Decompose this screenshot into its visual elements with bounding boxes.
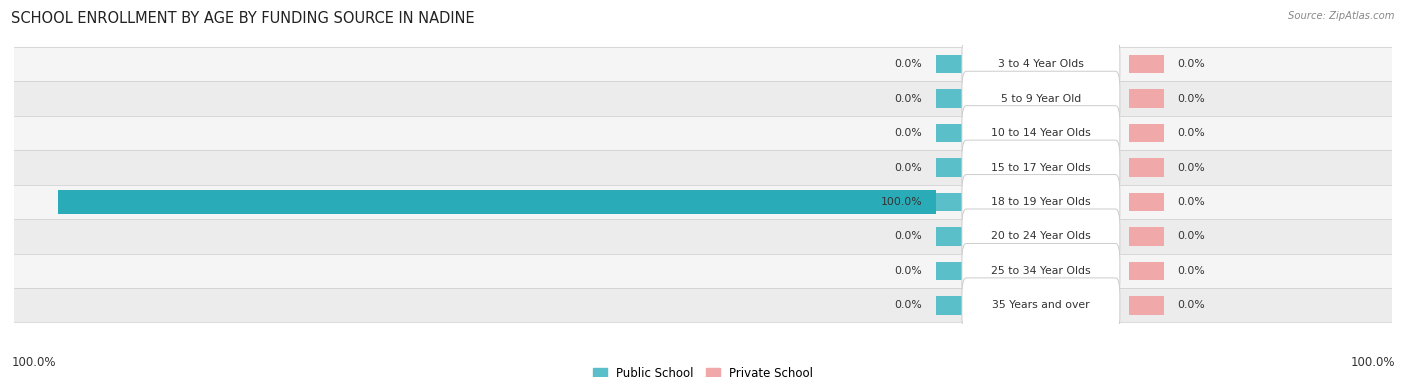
Bar	[1129, 55, 1164, 74]
Bar	[1129, 158, 1164, 177]
Bar	[14, 219, 1392, 254]
FancyBboxPatch shape	[962, 278, 1119, 333]
Bar	[935, 193, 970, 211]
Text: 0.0%: 0.0%	[1177, 197, 1205, 207]
Text: Source: ZipAtlas.com: Source: ZipAtlas.com	[1288, 11, 1395, 21]
FancyBboxPatch shape	[962, 106, 1119, 161]
Bar	[14, 81, 1392, 116]
Text: 0.0%: 0.0%	[894, 59, 922, 69]
Text: 0.0%: 0.0%	[1177, 93, 1205, 104]
Text: 10 to 14 Year Olds: 10 to 14 Year Olds	[991, 128, 1091, 138]
Text: 18 to 19 Year Olds: 18 to 19 Year Olds	[991, 197, 1091, 207]
Bar	[1129, 89, 1164, 108]
Text: 0.0%: 0.0%	[894, 128, 922, 138]
Bar	[1129, 193, 1164, 211]
Text: 15 to 17 Year Olds: 15 to 17 Year Olds	[991, 162, 1091, 173]
Text: 0.0%: 0.0%	[894, 93, 922, 104]
Text: 0.0%: 0.0%	[1177, 231, 1205, 241]
Bar	[14, 254, 1392, 288]
Bar	[58, 190, 935, 215]
FancyBboxPatch shape	[962, 140, 1119, 195]
Text: 0.0%: 0.0%	[1177, 300, 1205, 310]
Text: 35 Years and over: 35 Years and over	[993, 300, 1090, 310]
Bar	[935, 227, 970, 246]
Bar	[14, 150, 1392, 185]
Bar	[1129, 124, 1164, 143]
Text: 100.0%: 100.0%	[11, 357, 56, 369]
FancyBboxPatch shape	[962, 37, 1119, 92]
FancyBboxPatch shape	[962, 209, 1119, 264]
Text: 0.0%: 0.0%	[1177, 59, 1205, 69]
Text: 100.0%: 100.0%	[880, 197, 922, 207]
Text: 0.0%: 0.0%	[894, 266, 922, 276]
Text: 0.0%: 0.0%	[894, 300, 922, 310]
Text: 20 to 24 Year Olds: 20 to 24 Year Olds	[991, 231, 1091, 241]
Bar	[1129, 262, 1164, 280]
Bar	[935, 89, 970, 108]
Text: SCHOOL ENROLLMENT BY AGE BY FUNDING SOURCE IN NADINE: SCHOOL ENROLLMENT BY AGE BY FUNDING SOUR…	[11, 11, 475, 26]
Bar	[14, 185, 1392, 219]
Bar	[935, 296, 970, 314]
Text: 100.0%: 100.0%	[1350, 357, 1395, 369]
FancyBboxPatch shape	[962, 175, 1119, 229]
Text: 0.0%: 0.0%	[894, 162, 922, 173]
Text: 3 to 4 Year Olds: 3 to 4 Year Olds	[998, 59, 1084, 69]
Bar	[935, 55, 970, 74]
Bar	[935, 158, 970, 177]
FancyBboxPatch shape	[962, 71, 1119, 126]
FancyBboxPatch shape	[962, 244, 1119, 298]
Text: 0.0%: 0.0%	[1177, 128, 1205, 138]
Bar	[935, 262, 970, 280]
Bar	[1129, 296, 1164, 314]
Bar	[14, 288, 1392, 322]
Text: 25 to 34 Year Olds: 25 to 34 Year Olds	[991, 266, 1091, 276]
Text: 5 to 9 Year Old: 5 to 9 Year Old	[1001, 93, 1081, 104]
Bar	[935, 124, 970, 143]
Legend: Public School, Private School: Public School, Private School	[593, 367, 813, 377]
Text: 0.0%: 0.0%	[1177, 266, 1205, 276]
Bar	[14, 116, 1392, 150]
Bar	[14, 47, 1392, 81]
Text: 0.0%: 0.0%	[894, 231, 922, 241]
Text: 0.0%: 0.0%	[1177, 162, 1205, 173]
Bar	[1129, 227, 1164, 246]
